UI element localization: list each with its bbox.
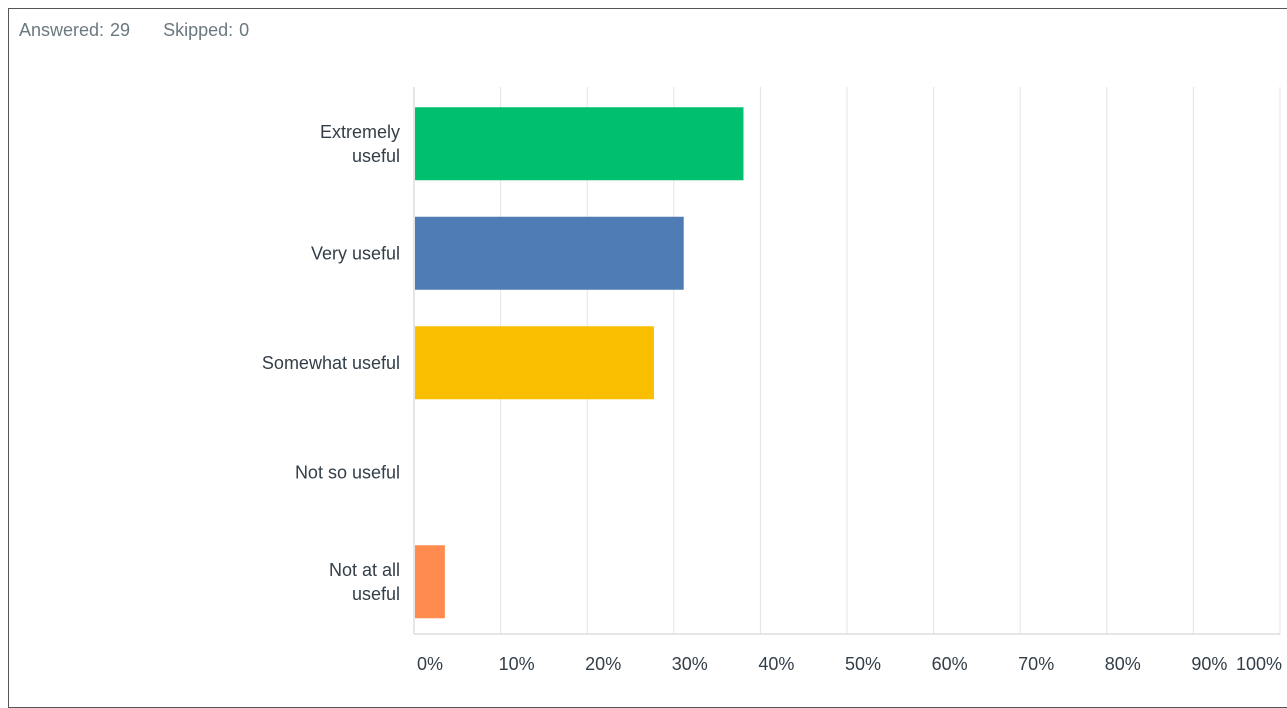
bar-chart: Extremely useful Very useful Somewhat usefu… [262, 87, 1282, 674]
x-tick-label: 100% [1236, 654, 1282, 674]
answered-value: 29 [110, 20, 131, 40]
bar[interactable] [415, 326, 654, 400]
bar[interactable] [415, 216, 684, 290]
category-label: useful [352, 146, 400, 166]
x-tick-label: 30% [672, 654, 708, 674]
x-tick-label: 60% [932, 654, 968, 674]
answered-label: Answered: [19, 20, 105, 40]
skipped-value: 0 [239, 20, 250, 40]
x-tick-label: 0% [417, 654, 443, 674]
category-label: Not so useful [295, 462, 400, 482]
category-labels: Extremely useful Very useful Somewhat usefu… [262, 122, 400, 604]
x-axis-tick-labels: 0% 10% 20% 30% 40% 50% 60% 70% 80% 90% 100% [417, 654, 1282, 674]
x-tick-label: 90% [1191, 654, 1227, 674]
answered-count: Answered: 29 [19, 20, 130, 40]
x-tick-label: 70% [1018, 654, 1054, 674]
x-tick-label: 40% [758, 654, 794, 674]
skipped-count: Skipped: 0 [163, 20, 249, 40]
x-tick-label: 10% [499, 654, 535, 674]
category-label: Not at all [329, 560, 400, 580]
bars [415, 107, 744, 619]
x-tick-label: 80% [1105, 654, 1141, 674]
skipped-label: Skipped: [163, 20, 234, 40]
bar[interactable] [415, 545, 445, 619]
response-summary: Answered: 29 Skipped: 0 [19, 20, 277, 41]
category-label: Somewhat useful [262, 353, 400, 373]
x-tick-label: 20% [585, 654, 621, 674]
axes [413, 87, 1280, 635]
x-tick-label: 50% [845, 654, 881, 674]
bar[interactable] [415, 107, 744, 181]
category-label: useful [352, 584, 400, 604]
category-label: Extremely [320, 122, 400, 142]
category-label: Very useful [311, 243, 400, 263]
